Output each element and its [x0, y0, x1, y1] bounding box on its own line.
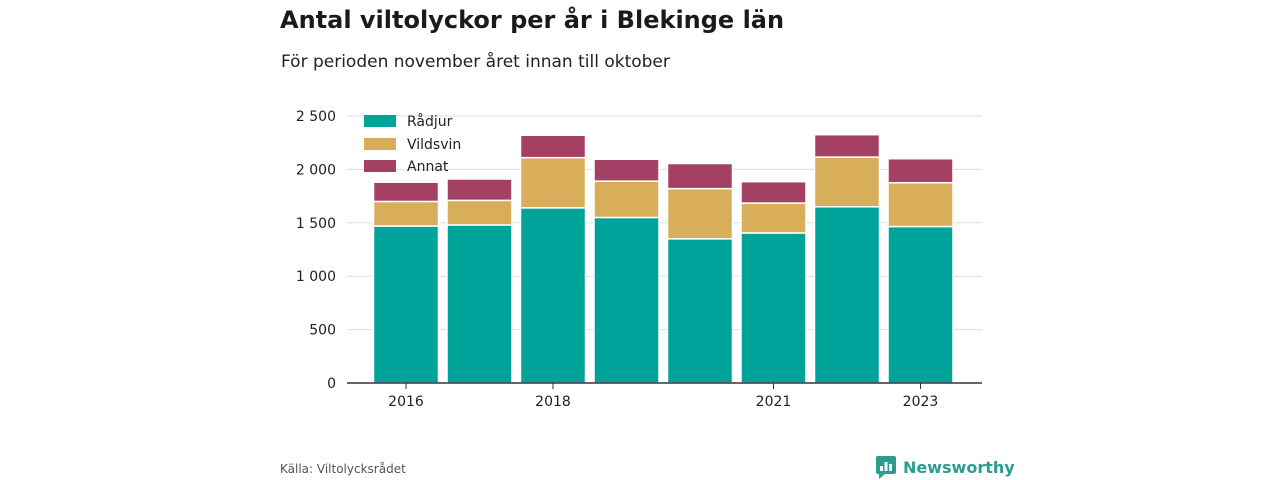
y-tick-label-1500: 1 500	[296, 216, 336, 232]
bar-2020-Vildsvin	[666, 187, 734, 240]
y-tick-label-1000: 1 000	[296, 269, 336, 285]
bar-2017-Annat	[446, 178, 513, 202]
bar-2016-Rådjur	[372, 225, 440, 384]
bar-2022-Vildsvin	[813, 156, 881, 208]
y-tick-label-0: 0	[327, 376, 336, 392]
legend: Rådjur Vildsvin Annat	[364, 113, 461, 175]
bar-2023-Annat	[887, 157, 954, 184]
legend-label-Vildsvin: Vildsvin	[407, 137, 461, 153]
brand-name: Newsworthy	[903, 457, 1015, 477]
axes: 0 500 1 000 1 500 2 000 2 500 2016 2018 2021 2023	[296, 109, 982, 410]
chart-subtitle: För perioden november året innan till ok…	[281, 52, 670, 72]
bar-2017-Rådjur	[446, 224, 513, 384]
legend-swatch-Rådjur	[364, 115, 396, 127]
bar-2023-Rådjur	[887, 225, 954, 384]
legend-swatch-Vildsvin	[364, 138, 396, 150]
bar-2021-Rådjur	[740, 232, 807, 384]
bar-2017-Vildsvin	[446, 199, 513, 226]
bar-2016-Annat	[372, 181, 440, 203]
legend-swatch-Annat	[364, 160, 396, 172]
bar-2019-Annat	[593, 158, 660, 182]
bar-2021-Annat	[740, 180, 807, 204]
x-tick-label-2016: 2016	[388, 394, 424, 410]
bar-2018-Vildsvin	[519, 156, 587, 209]
y-tick-label-2500: 2 500	[296, 109, 336, 125]
newsworthy-icon	[876, 456, 896, 479]
bar-2022-Rådjur	[813, 206, 881, 384]
bars	[372, 133, 954, 384]
chart-title: Antal viltolyckor per år i Blekinge län	[280, 6, 785, 34]
bar-2019-Vildsvin	[593, 180, 660, 219]
x-tick-label-2023: 2023	[903, 394, 939, 410]
source-note: Källa: Viltolycksrådet	[280, 462, 406, 476]
bar-2018-Annat	[519, 134, 587, 159]
y-tick-label-500: 500	[309, 323, 336, 339]
bar-2016-Vildsvin	[372, 200, 440, 227]
x-tick-label-2018: 2018	[535, 394, 571, 410]
bar-2023-Vildsvin	[887, 182, 954, 228]
y-tick-label-2000: 2 000	[296, 162, 336, 178]
bar-2020-Rådjur	[666, 238, 734, 384]
bar-2022-Annat	[813, 133, 881, 158]
bar-2021-Vildsvin	[740, 202, 807, 234]
bar-2019-Rådjur	[593, 216, 660, 384]
bar-2020-Annat	[666, 162, 734, 190]
legend-label-Annat: Annat	[407, 159, 449, 175]
bar-2018-Rådjur	[519, 207, 587, 384]
x-tick-label-2021: 2021	[756, 394, 792, 410]
legend-label-Rådjur: Rådjur	[407, 113, 453, 130]
brand-logo: Newsworthy	[875, 455, 1015, 479]
